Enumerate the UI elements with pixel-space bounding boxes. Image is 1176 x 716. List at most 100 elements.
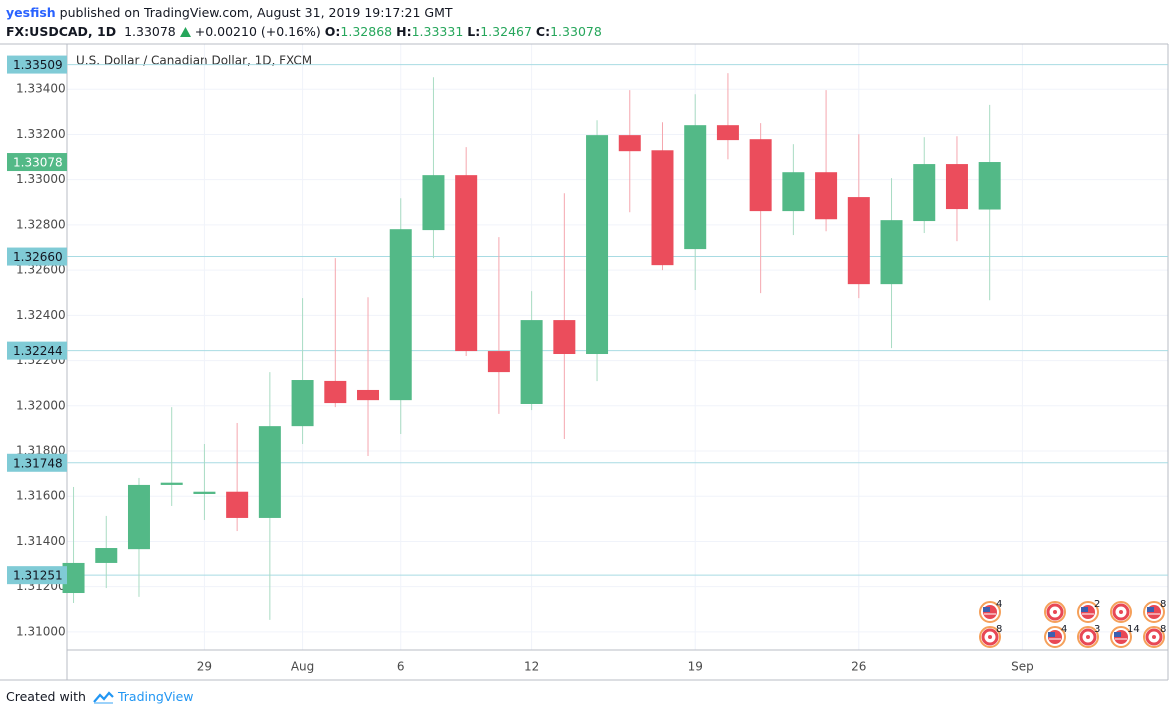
y-tick-label: 1.32400 <box>16 308 66 322</box>
x-tick-label: Aug <box>291 660 314 674</box>
candle-body <box>945 164 968 210</box>
publish-line: yesfish published on TradingView.com, Au… <box>6 3 602 22</box>
event-count: 2 <box>1094 599 1100 610</box>
flag <box>1119 610 1123 614</box>
flag <box>983 607 990 612</box>
event-count: 4 <box>996 599 1002 610</box>
published: published on TradingView.com, August 31,… <box>59 5 453 20</box>
level-label: 1.32244 <box>13 344 63 358</box>
last-price-bg <box>7 153 67 172</box>
candle-body <box>847 197 870 285</box>
candle-body <box>95 548 118 563</box>
y-tick-label: 1.31400 <box>16 534 66 548</box>
candle-body <box>651 150 674 266</box>
flag <box>1053 610 1057 614</box>
candle-body <box>291 380 314 427</box>
ohlc-label: L: <box>467 24 481 39</box>
level-label-bg <box>7 55 67 74</box>
candle-body <box>520 320 543 404</box>
candle-body <box>324 380 347 404</box>
x-tick-label: 29 <box>197 660 212 674</box>
candle-body <box>815 172 838 220</box>
flag <box>1114 632 1121 637</box>
candle-body <box>62 562 85 594</box>
y-tick-label: 1.31000 <box>16 624 66 638</box>
candle-body <box>782 172 805 212</box>
event-count: 8 <box>1160 599 1166 610</box>
candle-body <box>684 125 707 250</box>
flag <box>1081 607 1088 612</box>
brand: TradingView <box>117 689 194 704</box>
ohlc-value: 1.33078 <box>550 24 602 39</box>
candle-body <box>226 491 249 518</box>
x-tick-label: Sep <box>1011 660 1034 674</box>
flag <box>1048 632 1055 637</box>
event-count: 8 <box>1160 624 1166 635</box>
x-tick-label: 6 <box>397 660 405 674</box>
candle-body <box>193 491 216 494</box>
level-label: 1.33509 <box>13 58 63 72</box>
ohlc-label: H: <box>396 24 412 39</box>
ohlc-label: C: <box>535 24 551 39</box>
candle-body <box>618 135 641 152</box>
last: 1.33078 <box>124 24 176 39</box>
level-label-bg <box>7 247 67 266</box>
level-label: 1.31251 <box>13 569 63 583</box>
footer: Created with TradingView <box>6 689 194 704</box>
created: Created with <box>6 689 86 704</box>
flag <box>1147 607 1154 612</box>
candle-body <box>258 426 281 518</box>
y-tick-label: 1.33000 <box>16 172 66 186</box>
candle-body <box>160 482 183 485</box>
up-arrow <box>179 27 191 37</box>
y-tick-label: 1.32600 <box>16 263 66 277</box>
level-label-bg <box>7 453 67 472</box>
candle-body <box>455 175 478 352</box>
level-label: 1.32660 <box>13 250 63 264</box>
author: yesfish <box>6 5 56 20</box>
ohlc-value: 1.32467 <box>480 24 532 39</box>
candle-body <box>913 164 936 222</box>
ohlc: O:1.32868 H:1.33331 L:1.32467 C:1.33078 <box>325 24 602 39</box>
event-count: 3 <box>1094 624 1100 635</box>
event-count: 8 <box>996 624 1002 635</box>
candle-body <box>978 162 1001 210</box>
ohlc-label: O: <box>324 24 341 39</box>
event-count: 4 <box>1061 624 1067 635</box>
candle-body <box>422 175 445 231</box>
candle-body <box>586 135 609 355</box>
level-label-bg <box>7 566 67 585</box>
y-tick-label: 1.33400 <box>16 82 66 96</box>
flag <box>1086 635 1090 639</box>
candle-body <box>127 484 150 550</box>
x-tick-label: 12 <box>524 660 539 674</box>
candle-body <box>389 229 412 401</box>
candle-body <box>487 351 510 373</box>
candle-body <box>357 389 380 401</box>
y-tick-label: 1.32800 <box>16 217 66 231</box>
flag <box>1152 635 1156 639</box>
event-count: 14 <box>1127 624 1140 635</box>
flag <box>988 635 992 639</box>
quote-line: FX:USDCAD, 1D 1.33078 +0.00210 (+0.16%) … <box>6 22 602 41</box>
x-tick-label: 26 <box>851 660 866 674</box>
candle-body <box>880 220 903 285</box>
level-label: 1.31748 <box>13 456 63 470</box>
symbol: FX:USDCAD, 1D <box>6 24 117 39</box>
candle-body <box>749 139 772 212</box>
level-label-bg <box>7 341 67 360</box>
logo <box>93 690 114 704</box>
candle-body <box>716 125 739 141</box>
change: +0.00210 (+0.16%) <box>194 24 321 39</box>
y-tick-label: 1.33200 <box>16 127 66 141</box>
ohlc-value: 1.33331 <box>411 24 464 39</box>
candle-body <box>553 320 576 355</box>
ohlc-value: 1.32868 <box>340 24 393 39</box>
header: yesfish published on TradingView.com, Au… <box>6 3 602 41</box>
x-tick-label: 19 <box>688 660 703 674</box>
y-tick-label: 1.32000 <box>16 398 66 412</box>
last-price-label: 1.33078 <box>13 156 63 170</box>
y-tick-label: 1.31600 <box>16 489 66 503</box>
